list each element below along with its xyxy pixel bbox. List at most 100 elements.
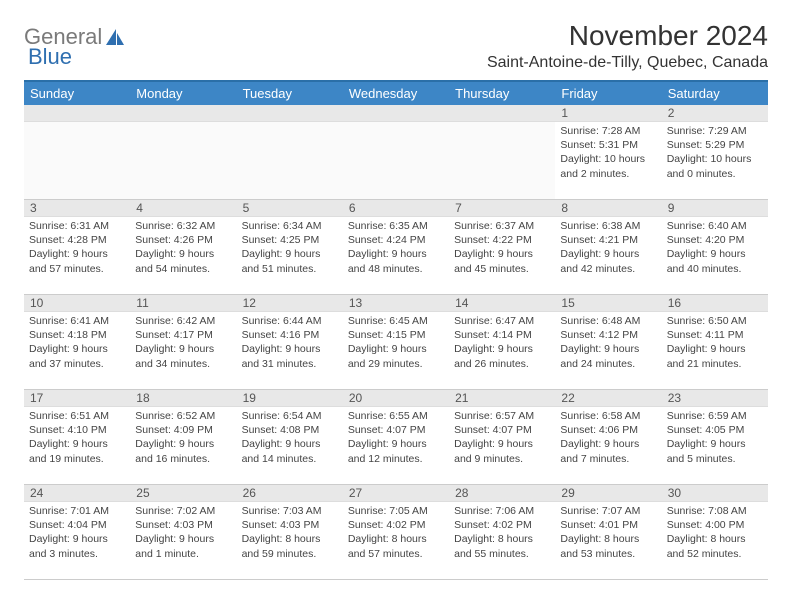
- sunset-text: Sunset: 5:31 PM: [560, 138, 656, 152]
- sunset-text: Sunset: 4:08 PM: [242, 423, 338, 437]
- day-cell: Sunrise: 6:50 AMSunset: 4:11 PMDaylight:…: [662, 311, 768, 389]
- sunset-text: Sunset: 4:17 PM: [135, 328, 231, 342]
- day-cell: [449, 121, 555, 199]
- sunrise-text: Sunrise: 7:06 AM: [454, 504, 550, 518]
- day-number: 1: [555, 105, 661, 121]
- sunset-text: Sunset: 4:01 PM: [560, 518, 656, 532]
- daylight-text: Daylight: 10 hours and 0 minutes.: [667, 152, 763, 180]
- weeks-container: 12Sunrise: 7:28 AMSunset: 5:31 PMDayligh…: [24, 105, 768, 580]
- day-cell: Sunrise: 6:38 AMSunset: 4:21 PMDaylight:…: [555, 216, 661, 294]
- sunset-text: Sunset: 4:03 PM: [135, 518, 231, 532]
- daylight-text: Daylight: 8 hours and 52 minutes.: [667, 532, 763, 560]
- sunrise-text: Sunrise: 6:54 AM: [242, 409, 338, 423]
- daylight-text: Daylight: 9 hours and 51 minutes.: [242, 247, 338, 275]
- day-number: [237, 105, 343, 121]
- sunset-text: Sunset: 4:24 PM: [348, 233, 444, 247]
- daylight-text: Daylight: 9 hours and 42 minutes.: [560, 247, 656, 275]
- day-cell: Sunrise: 7:28 AMSunset: 5:31 PMDaylight:…: [555, 121, 661, 199]
- day-number: 26: [237, 485, 343, 501]
- day-cell: Sunrise: 6:37 AMSunset: 4:22 PMDaylight:…: [449, 216, 555, 294]
- sunset-text: Sunset: 5:29 PM: [667, 138, 763, 152]
- day-cell: Sunrise: 6:35 AMSunset: 4:24 PMDaylight:…: [343, 216, 449, 294]
- sunrise-text: Sunrise: 6:52 AM: [135, 409, 231, 423]
- sunset-text: Sunset: 4:18 PM: [29, 328, 125, 342]
- day-number: 6: [343, 200, 449, 216]
- day-number: 10: [24, 295, 130, 311]
- weekday-header: Sunday: [24, 82, 130, 105]
- sunset-text: Sunset: 4:04 PM: [29, 518, 125, 532]
- daylight-text: Daylight: 9 hours and 57 minutes.: [29, 247, 125, 275]
- calendar: Sunday Monday Tuesday Wednesday Thursday…: [24, 80, 768, 580]
- daylight-text: Daylight: 8 hours and 57 minutes.: [348, 532, 444, 560]
- week-row: Sunrise: 7:01 AMSunset: 4:04 PMDaylight:…: [24, 501, 768, 580]
- day-number: 22: [555, 390, 661, 406]
- day-number: 25: [130, 485, 236, 501]
- day-cell: Sunrise: 7:02 AMSunset: 4:03 PMDaylight:…: [130, 501, 236, 579]
- day-number-row: 17181920212223: [24, 390, 768, 406]
- day-number: 2: [662, 105, 768, 121]
- day-cell: Sunrise: 6:42 AMSunset: 4:17 PMDaylight:…: [130, 311, 236, 389]
- day-cell: [343, 121, 449, 199]
- daylight-text: Daylight: 9 hours and 16 minutes.: [135, 437, 231, 465]
- day-number: 29: [555, 485, 661, 501]
- week-row: Sunrise: 6:31 AMSunset: 4:28 PMDaylight:…: [24, 216, 768, 295]
- week-row: Sunrise: 6:51 AMSunset: 4:10 PMDaylight:…: [24, 406, 768, 485]
- weekday-header: Friday: [555, 82, 661, 105]
- weekday-header: Tuesday: [237, 82, 343, 105]
- day-cell: Sunrise: 6:55 AMSunset: 4:07 PMDaylight:…: [343, 406, 449, 484]
- day-number: [449, 105, 555, 121]
- sunset-text: Sunset: 4:03 PM: [242, 518, 338, 532]
- day-number: 19: [237, 390, 343, 406]
- logo-sail-icon: [104, 27, 126, 47]
- sunset-text: Sunset: 4:06 PM: [560, 423, 656, 437]
- daylight-text: Daylight: 9 hours and 26 minutes.: [454, 342, 550, 370]
- day-number: [24, 105, 130, 121]
- sunrise-text: Sunrise: 6:41 AM: [29, 314, 125, 328]
- daylight-text: Daylight: 10 hours and 2 minutes.: [560, 152, 656, 180]
- day-cell: [237, 121, 343, 199]
- sunset-text: Sunset: 4:07 PM: [348, 423, 444, 437]
- weekday-header: Thursday: [449, 82, 555, 105]
- day-number-row: 24252627282930: [24, 485, 768, 501]
- sunrise-text: Sunrise: 6:59 AM: [667, 409, 763, 423]
- sunset-text: Sunset: 4:16 PM: [242, 328, 338, 342]
- day-cell: Sunrise: 6:32 AMSunset: 4:26 PMDaylight:…: [130, 216, 236, 294]
- sunrise-text: Sunrise: 7:02 AM: [135, 504, 231, 518]
- sunrise-text: Sunrise: 6:44 AM: [242, 314, 338, 328]
- daylight-text: Daylight: 9 hours and 54 minutes.: [135, 247, 231, 275]
- sunrise-text: Sunrise: 6:35 AM: [348, 219, 444, 233]
- sunset-text: Sunset: 4:05 PM: [667, 423, 763, 437]
- sunrise-text: Sunrise: 6:42 AM: [135, 314, 231, 328]
- sunrise-text: Sunrise: 6:31 AM: [29, 219, 125, 233]
- sunset-text: Sunset: 4:00 PM: [667, 518, 763, 532]
- sunrise-text: Sunrise: 7:07 AM: [560, 504, 656, 518]
- day-cell: Sunrise: 7:01 AMSunset: 4:04 PMDaylight:…: [24, 501, 130, 579]
- daylight-text: Daylight: 9 hours and 21 minutes.: [667, 342, 763, 370]
- day-cell: Sunrise: 6:52 AMSunset: 4:09 PMDaylight:…: [130, 406, 236, 484]
- title-block: November 2024 Saint-Antoine-de-Tilly, Qu…: [487, 20, 768, 72]
- sunrise-text: Sunrise: 6:51 AM: [29, 409, 125, 423]
- sunrise-text: Sunrise: 6:48 AM: [560, 314, 656, 328]
- sunset-text: Sunset: 4:21 PM: [560, 233, 656, 247]
- sunset-text: Sunset: 4:22 PM: [454, 233, 550, 247]
- page-subtitle: Saint-Antoine-de-Tilly, Quebec, Canada: [487, 54, 768, 72]
- daylight-text: Daylight: 8 hours and 55 minutes.: [454, 532, 550, 560]
- sunrise-text: Sunrise: 6:38 AM: [560, 219, 656, 233]
- day-cell: [130, 121, 236, 199]
- day-number: 20: [343, 390, 449, 406]
- sunrise-text: Sunrise: 6:37 AM: [454, 219, 550, 233]
- daylight-text: Daylight: 9 hours and 19 minutes.: [29, 437, 125, 465]
- sunrise-text: Sunrise: 7:29 AM: [667, 124, 763, 138]
- daylight-text: Daylight: 9 hours and 34 minutes.: [135, 342, 231, 370]
- sunset-text: Sunset: 4:20 PM: [667, 233, 763, 247]
- sunrise-text: Sunrise: 6:40 AM: [667, 219, 763, 233]
- day-cell: Sunrise: 6:41 AMSunset: 4:18 PMDaylight:…: [24, 311, 130, 389]
- daylight-text: Daylight: 9 hours and 29 minutes.: [348, 342, 444, 370]
- daylight-text: Daylight: 9 hours and 24 minutes.: [560, 342, 656, 370]
- sunrise-text: Sunrise: 6:45 AM: [348, 314, 444, 328]
- day-cell: Sunrise: 6:48 AMSunset: 4:12 PMDaylight:…: [555, 311, 661, 389]
- daylight-text: Daylight: 8 hours and 59 minutes.: [242, 532, 338, 560]
- day-cell: Sunrise: 6:45 AMSunset: 4:15 PMDaylight:…: [343, 311, 449, 389]
- sunrise-text: Sunrise: 7:28 AM: [560, 124, 656, 138]
- sunrise-text: Sunrise: 6:57 AM: [454, 409, 550, 423]
